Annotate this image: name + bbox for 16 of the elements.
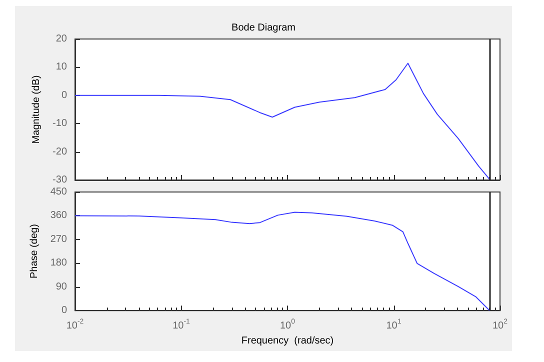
chart-title: Bode Diagram <box>232 22 296 34</box>
y-tick-label: 180 <box>50 258 68 269</box>
y-tick-label: 20 <box>56 34 68 44</box>
y-tick-label: 270 <box>50 234 68 245</box>
y-tick-label: 360 <box>50 210 68 222</box>
y-tick-label: -30 <box>52 174 68 186</box>
x-axis-title: Frequency (rad/sec) <box>241 336 334 346</box>
y-axis-title: Phase (deg) <box>28 224 40 279</box>
y-tick-label: -20 <box>52 146 68 158</box>
y-tick-label: 90 <box>56 281 68 292</box>
y-axis-title: Magnitude (dB) <box>31 75 42 144</box>
y-tick-label: 0 <box>61 305 68 316</box>
y-tick-label: 450 <box>50 186 68 198</box>
y-tick-label: 10 <box>56 62 68 73</box>
y-tick-label: 0 <box>61 90 68 101</box>
y-tick-label: -10 <box>52 118 68 130</box>
